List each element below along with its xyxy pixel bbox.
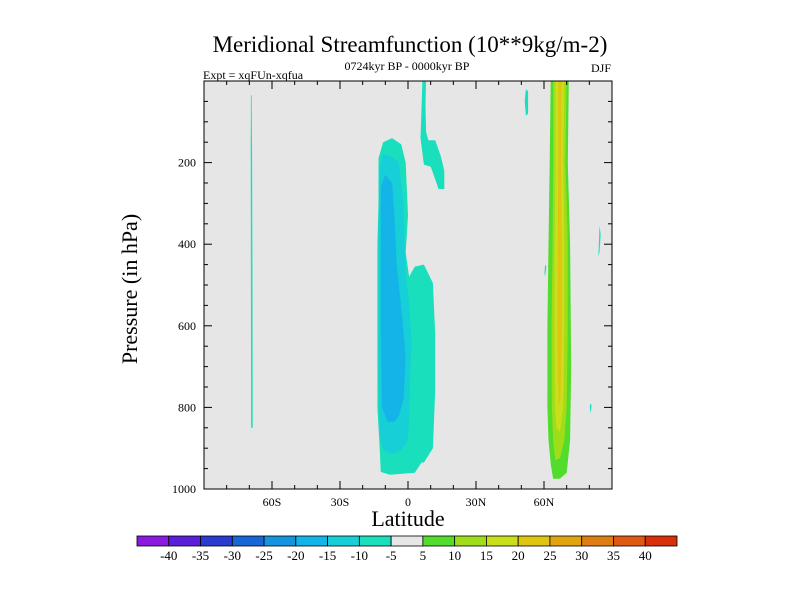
x-tick-label: 60S [263, 495, 282, 509]
colorbar-label: -30 [224, 548, 241, 563]
colorbar-label: 15 [480, 548, 493, 563]
chart-title: Meridional Streamfunction (10**9kg/m-2) [213, 32, 608, 57]
contour-region-4 [420, 81, 445, 190]
colorbar-swatch [263, 535, 297, 547]
colorbar-swatch [581, 535, 614, 547]
x-tick-label: 60N [534, 495, 555, 509]
contour-region-6 [544, 264, 547, 277]
colorbar-swatch [295, 535, 328, 547]
y-tick-label: 400 [178, 237, 196, 251]
colorbar-swatch [200, 535, 233, 547]
colorbar-swatch [517, 535, 551, 547]
x-tick-label: 30N [466, 495, 487, 509]
contour-region-3 [380, 174, 406, 422]
contour-region-0 [250, 95, 253, 428]
colorbar-label: 5 [420, 548, 427, 563]
colorbar-label: 20 [512, 548, 525, 563]
colorbar-label: 40 [639, 548, 652, 563]
period-label: 0724kyr BP - 0000kyr BP [345, 59, 470, 73]
colorbar-label: -25 [255, 548, 272, 563]
y-tick-label: 600 [178, 319, 196, 333]
colorbar-swatch [358, 535, 392, 547]
contour-region-5 [524, 89, 529, 116]
colorbar-swatch [168, 535, 201, 547]
colorbar-swatch [136, 535, 170, 547]
colorbar-swatch [549, 535, 583, 547]
y-tick-label: 800 [178, 400, 196, 414]
y-tick-label: 1000 [172, 482, 196, 496]
colorbar-swatch [454, 535, 487, 547]
colorbar-label: 30 [575, 548, 588, 563]
colorbar-label: -40 [160, 548, 177, 563]
colorbar-label: 10 [448, 548, 461, 563]
colorbar-swatch [644, 535, 678, 547]
colorbar-swatch [231, 535, 265, 547]
colorbar-label: -20 [287, 548, 304, 563]
colorbar-label: -35 [192, 548, 209, 563]
colorbar-label: -5 [386, 548, 397, 563]
contour-region-8 [589, 403, 592, 414]
x-axis-label: Latitude [371, 506, 444, 531]
colorbar-label: 25 [543, 548, 556, 563]
colorbar-swatch [390, 535, 424, 547]
colorbar-swatch [422, 535, 456, 547]
season-label: DJF [591, 61, 611, 75]
y-tick-label: 200 [178, 156, 196, 170]
colorbar-swatch [327, 535, 360, 547]
colorbar: -40 -35 -30 -25 -20 -15 -10 -5 5 10 15 20 25 30 35 40 [136, 535, 678, 563]
contour-region-7 [598, 225, 601, 257]
y-axis-label: Pressure (in hPa) [117, 214, 142, 364]
colorbar-swatch [486, 535, 519, 547]
colorbar-label: -15 [319, 548, 336, 563]
axis-ticks: 60S 30S 0 30N 60N 200 400 600 800 1000 [172, 81, 612, 509]
contour-region-12 [557, 81, 562, 408]
experiment-label: Expt = xqFUn-xqfua [203, 68, 304, 82]
contour-regions [250, 81, 601, 479]
colorbar-swatch [613, 535, 646, 547]
colorbar-label: -10 [351, 548, 368, 563]
x-tick-label: 30S [331, 495, 350, 509]
colorbar-label: 35 [607, 548, 620, 563]
x-tick-label: 0 [405, 495, 411, 509]
